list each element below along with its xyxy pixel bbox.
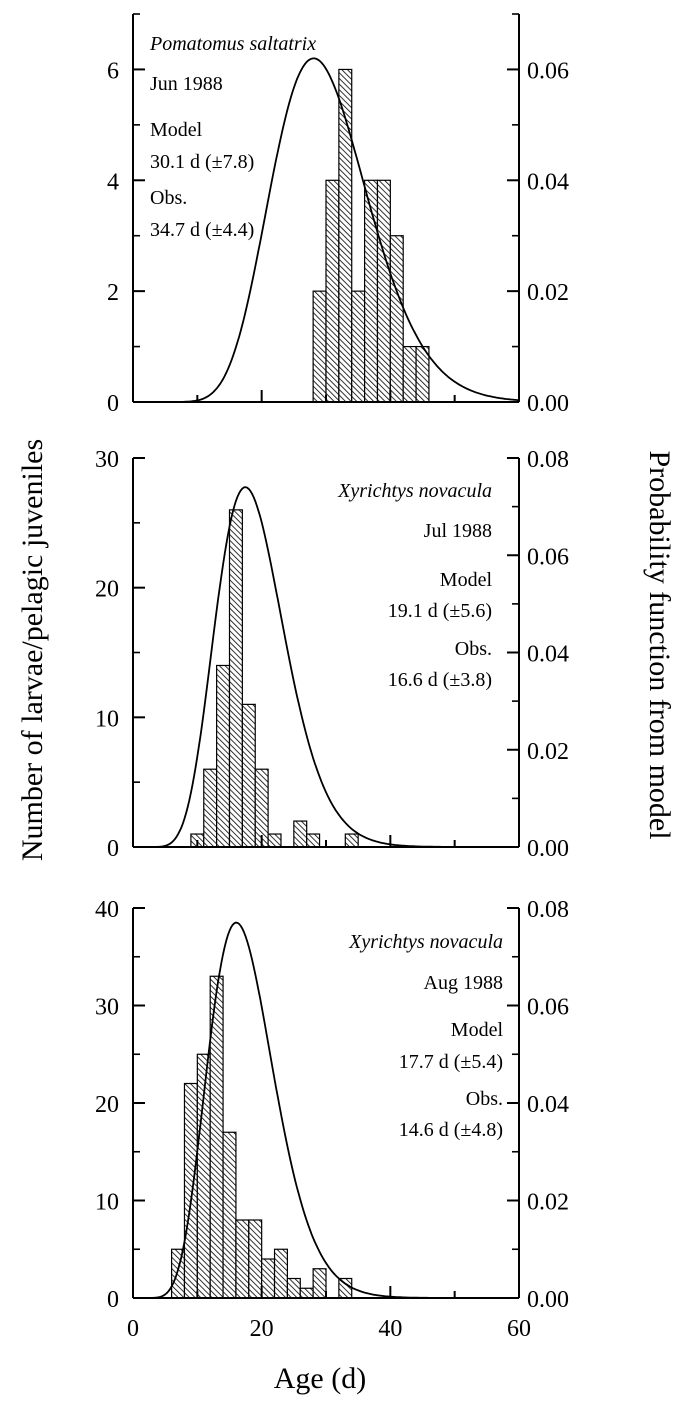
y2-axis-title: Probability function from model <box>643 450 676 839</box>
x-tick-label: 60 <box>507 1316 531 1342</box>
histogram-bar <box>389 235 404 403</box>
histogram-bar <box>171 1248 186 1299</box>
annotation-text: 16.6 d (±3.8) <box>388 669 492 691</box>
y2-tick-label: 0.00 <box>527 391 569 417</box>
histogram-bar <box>299 1287 314 1299</box>
y2-tick-label: 0.08 <box>527 897 569 923</box>
panel-aug-1988: 0 10 20 30 40 0.00 0.02 0.04 0.06 0.08 0 20 40 60 Xyri… <box>95 897 569 1342</box>
histogram-bar <box>312 1268 327 1299</box>
annotation-text: Obs. <box>466 1088 503 1110</box>
annotation-text: 34.7 d (±4.4) <box>150 219 254 241</box>
y-tick-label: 30 <box>95 995 119 1021</box>
y2-tick-label: 0.06 <box>527 544 569 570</box>
y2-tick-label: 0.06 <box>527 58 569 84</box>
y2-tick-label: 0.02 <box>527 1190 569 1216</box>
histogram-bar <box>273 1248 288 1299</box>
y-tick-label: 40 <box>95 897 119 923</box>
histogram-bar <box>267 833 282 848</box>
annotation-text: Jun 1988 <box>150 73 223 95</box>
y-axis-title: Number of larvae/pelagic juveniles <box>16 439 49 861</box>
y2-tick-label: 0.00 <box>527 836 569 862</box>
histogram-bar <box>402 345 417 403</box>
x-axis-title: Age (d) <box>274 1362 366 1395</box>
x-tick-label: 20 <box>250 1316 274 1342</box>
y-tick-label: 0 <box>107 1287 119 1313</box>
histogram-bar <box>293 820 308 848</box>
y-tick-label: 4 <box>107 169 119 195</box>
histogram-bar <box>228 509 243 848</box>
species-label: Xyrichtys novacula <box>348 931 503 953</box>
histogram-bar <box>312 290 327 403</box>
y-tick-label: 20 <box>95 577 119 603</box>
annotation-text: Aug 1988 <box>424 972 503 994</box>
annotation-text: Model <box>150 119 203 141</box>
y2-tick-label: 0.04 <box>527 169 569 195</box>
histogram-bar <box>286 1277 301 1299</box>
y-tick-label: 0 <box>107 836 119 862</box>
y-tick-label: 10 <box>95 706 119 732</box>
histogram-bar <box>351 290 366 403</box>
histogram-bar <box>415 345 430 403</box>
annotation-text: 30.1 d (±7.8) <box>150 151 254 173</box>
panel-jul-1988: 0 10 20 30 0.00 0.02 0.04 0.06 0.08 Xyrichtys nov… <box>95 447 569 862</box>
annotation-text: 19.1 d (±5.6) <box>388 600 492 622</box>
annotation-text: Jul 1988 <box>424 520 492 542</box>
y2-tick-label: 0.06 <box>527 995 569 1021</box>
y2-tick-label: 0.04 <box>527 1092 569 1118</box>
histogram-bar <box>248 1219 263 1299</box>
y-tick-label: 6 <box>107 58 119 84</box>
histogram-bar <box>222 1131 237 1299</box>
y-tick-label: 0 <box>107 391 119 417</box>
y2-tick-label: 0.02 <box>527 280 569 306</box>
histogram-bar <box>338 1277 353 1299</box>
histogram-bar <box>183 1082 198 1299</box>
annotation-text: Obs. <box>150 187 187 209</box>
y2-tick-label: 0.04 <box>527 642 569 668</box>
histogram-bar <box>235 1219 250 1299</box>
y-tick-label: 10 <box>95 1190 119 1216</box>
annotation-text: 14.6 d (±4.8) <box>399 1119 503 1141</box>
histogram-bar <box>203 768 218 848</box>
histogram-bar <box>241 703 256 848</box>
annotation-text: Model <box>440 569 493 591</box>
histogram-bar <box>344 833 359 848</box>
histogram-bar <box>325 179 340 403</box>
histogram-bar <box>216 664 231 848</box>
histogram-bar <box>306 833 321 848</box>
y2-tick-label: 0.00 <box>527 1287 569 1313</box>
x-tick-label: 40 <box>378 1316 402 1342</box>
species-label: Pomatomus saltatrix <box>149 33 316 55</box>
histogram-bar <box>364 179 379 403</box>
y2-tick-label: 0.02 <box>527 739 569 765</box>
y-tick-label: 30 <box>95 447 119 473</box>
y-tick-label: 20 <box>95 1092 119 1118</box>
annotation-text: Obs. <box>455 638 492 660</box>
annotation-text: Model <box>451 1019 504 1041</box>
species-label: Xyrichtys novacula <box>337 480 492 502</box>
panel-jun-1988: 0 2 4 6 0.00 0.02 0.04 0.06 Pomatomus saltatrix J… <box>107 13 569 417</box>
annotation-text: 17.7 d (±5.4) <box>399 1051 503 1073</box>
x-tick-label: 0 <box>127 1316 139 1342</box>
histogram-bar <box>261 1258 276 1299</box>
histogram-bar <box>376 179 391 403</box>
y-tick-label: 2 <box>107 280 119 306</box>
y2-tick-label: 0.08 <box>527 447 569 473</box>
